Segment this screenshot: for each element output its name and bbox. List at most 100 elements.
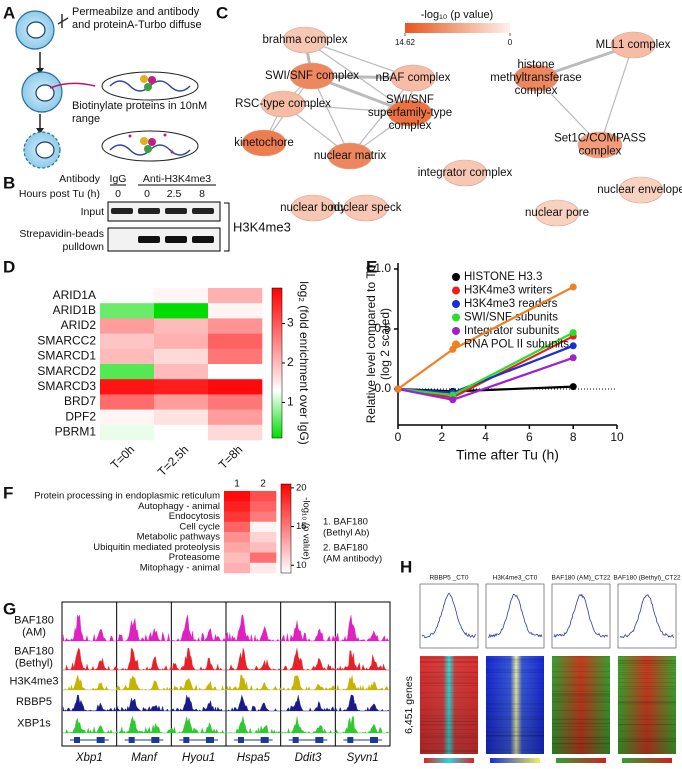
node [390, 64, 436, 92]
node-label: nuclear speck [331, 202, 402, 214]
schematic [15, 10, 199, 169]
heatmap-shade [420, 656, 478, 754]
row-label: Ubiquitin mediated proteolysis [93, 542, 220, 553]
node [290, 194, 336, 222]
colorbar-tick-label: 14.62 [395, 38, 416, 47]
cell [100, 348, 155, 365]
colorbar [405, 23, 510, 33]
legend-marker [452, 300, 460, 308]
node-label: methyltransferase [490, 72, 581, 84]
protein [140, 75, 148, 83]
colorbar-tick-label: 0 [508, 38, 513, 47]
cell [154, 333, 209, 350]
biotin [128, 134, 132, 138]
profile-frame [551, 583, 611, 649]
row-label: Cell cycle [179, 521, 220, 532]
cell [154, 379, 209, 395]
profile-title: H3K4me3_CT0 [493, 575, 538, 582]
cell [224, 562, 251, 574]
node-label: complex [389, 120, 432, 132]
band [111, 208, 133, 214]
heatmap-colorbar [490, 758, 540, 763]
exon [96, 737, 105, 743]
step-text: Biotinylate proteins in 10nM [72, 100, 207, 112]
x-tick-label: 6 [526, 430, 533, 444]
cell [224, 501, 251, 512]
exon [315, 737, 324, 743]
cell [250, 562, 277, 574]
row-label: PBRM1 [55, 425, 97, 439]
row-label: DPF2 [65, 409, 96, 423]
row-label: Protein processing in endoplasmic reticu… [34, 491, 220, 502]
arrowhead [36, 128, 44, 134]
exon [370, 737, 378, 743]
profile-frame [485, 583, 545, 649]
heatmap-colorbar [622, 758, 672, 763]
row-label: ARID1A [53, 288, 96, 302]
node [442, 159, 488, 187]
legend-marker [452, 286, 460, 295]
panel-label: C [216, 3, 228, 22]
node-label: nuclear pore [525, 207, 589, 219]
node-label: Set1C/COMPASS [554, 133, 646, 145]
x-tick-label: 10 [610, 430, 624, 444]
arrowhead [36, 68, 44, 74]
colorbar-title: -log₁₀ (p value) [421, 9, 493, 21]
profile-title: BAF180 (Bethyl)_CT22 [613, 575, 681, 582]
colorbar-tick-label: 1 [287, 395, 294, 409]
row-label: ARID1B [53, 303, 96, 317]
legend-text: 2. BAF180 [323, 543, 368, 554]
signal-track [62, 694, 390, 712]
gene-label: Xbp1 [75, 752, 103, 764]
legend-text: H3K4me3 readers [464, 298, 558, 310]
colorbar-label: log₂ (fold enrichment over IgG) [297, 281, 311, 444]
node-label: complex [579, 146, 622, 158]
row-label: SMARCD1 [37, 349, 96, 363]
track-label: H3K4me3 [10, 675, 59, 687]
node [513, 64, 559, 92]
point [569, 329, 577, 337]
step-text: and proteinA-Turbo diffuse [72, 19, 202, 31]
exon [206, 737, 214, 743]
bracket [224, 202, 230, 252]
legend-text: HISTONE H3.3 [464, 271, 542, 283]
gene-label: Hyou1 [182, 752, 215, 764]
gene-label: Syvn1 [347, 752, 379, 764]
band [138, 208, 160, 214]
panel-label: H [400, 557, 412, 576]
panel-label: A [3, 3, 15, 22]
cell [100, 364, 155, 380]
node-label: nuclear matrix [314, 150, 386, 162]
step-text: range [72, 113, 100, 125]
legend-text: Integrator subunits [464, 325, 560, 337]
colorbar-tick-label: 2 [287, 355, 294, 369]
cell [250, 501, 277, 512]
exon [292, 737, 299, 743]
row-label: Autophagy - animal [138, 501, 220, 512]
node [577, 131, 623, 159]
cell [224, 542, 251, 553]
profile-title: RBBP5 _CT0 [429, 575, 468, 582]
label: Antibody [59, 173, 101, 185]
cell [208, 318, 263, 334]
legend-text: (Bethyl Ab) [323, 528, 369, 539]
nucleus [26, 21, 46, 39]
cell [208, 303, 263, 319]
cell [208, 424, 263, 441]
node [282, 26, 328, 54]
profile-curve [553, 593, 609, 638]
cell [224, 491, 251, 502]
cell [100, 303, 155, 319]
cell [250, 521, 277, 533]
y-axis-title: (log 2 scaled) [378, 308, 392, 380]
track-label: BAF180 [14, 645, 54, 657]
cell [154, 318, 209, 334]
label: IgG [110, 173, 127, 185]
x-tick-label: 2 [438, 430, 445, 444]
panel-label: E [366, 257, 377, 276]
cell [154, 348, 209, 365]
colorbar-tick-label: 20 [296, 482, 307, 493]
cell [250, 532, 277, 543]
legend-marker [452, 340, 460, 349]
legend-text: (AM antibody) [323, 554, 382, 565]
